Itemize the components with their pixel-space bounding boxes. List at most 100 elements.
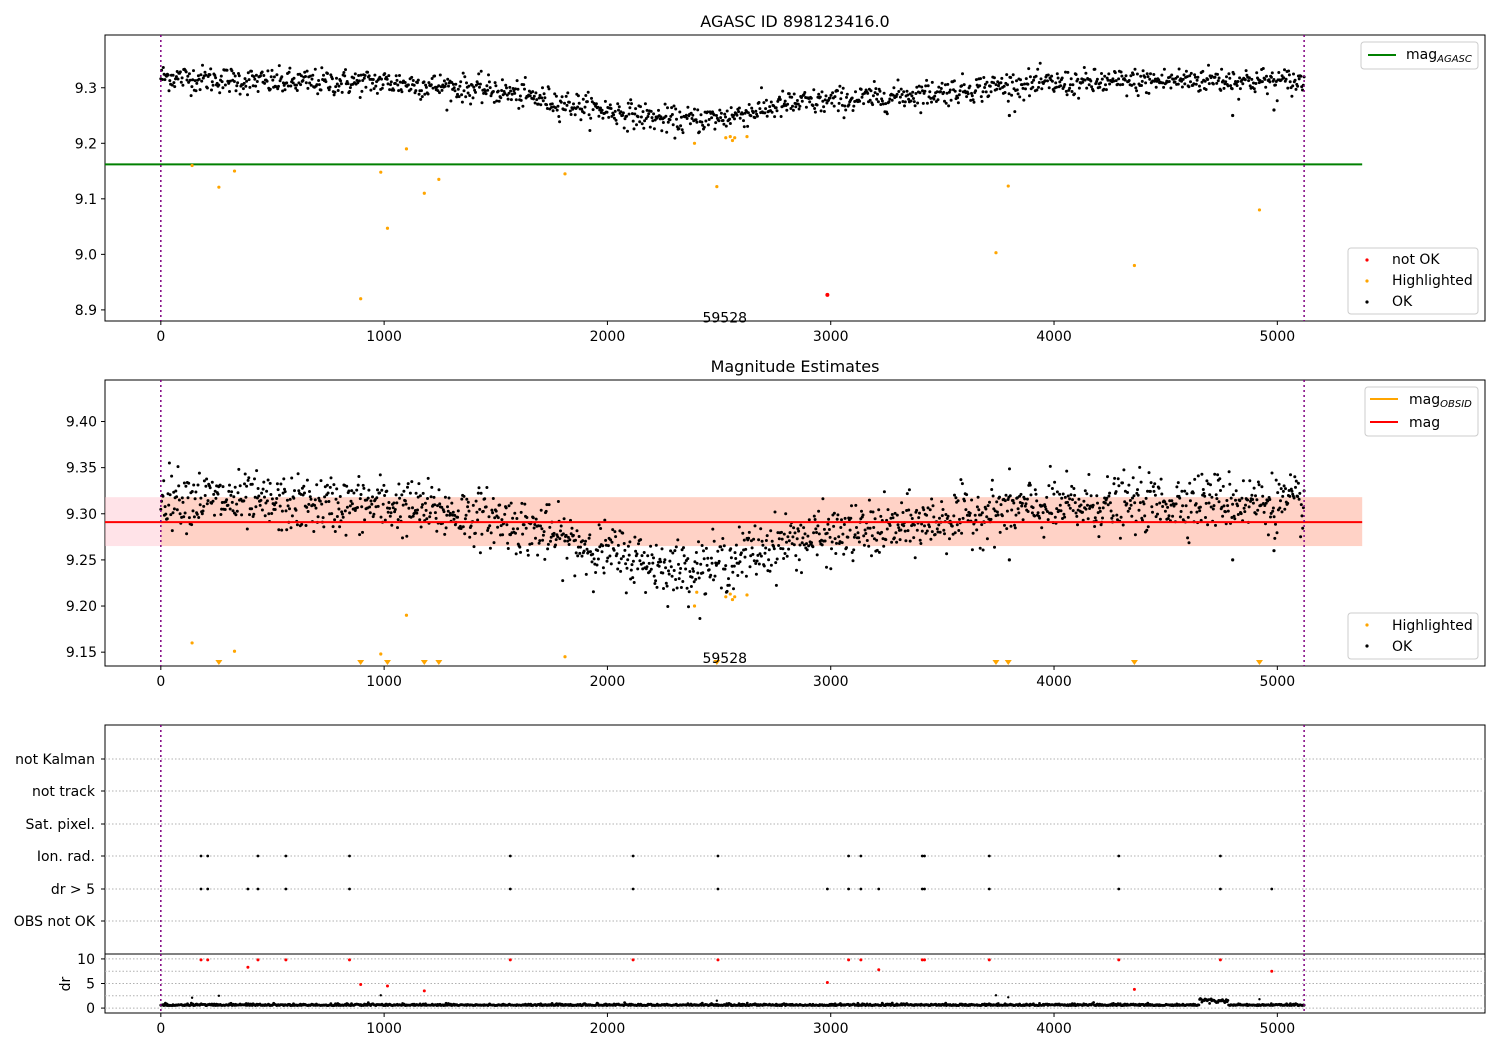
ok-point [202, 479, 206, 483]
ok-point [295, 523, 299, 527]
ok-point [244, 495, 248, 499]
ok-point [1228, 76, 1232, 80]
flag-point [920, 854, 924, 858]
ok-point [280, 528, 284, 532]
ok-point [393, 81, 397, 85]
ok-point [958, 517, 961, 521]
ok-point [180, 496, 184, 500]
ok-point [846, 535, 850, 539]
ok-point [353, 509, 357, 512]
ok-point [324, 80, 328, 84]
ok-point [907, 508, 911, 512]
ok-point [247, 78, 251, 82]
ok-point [688, 570, 692, 573]
ok-point [176, 465, 180, 469]
ok-point [1204, 88, 1208, 91]
ok-point [669, 549, 673, 553]
ok-point [1167, 80, 1171, 83]
ok-point [228, 507, 232, 511]
ok-point [313, 503, 317, 507]
ok-point [584, 572, 588, 576]
ok-point [694, 118, 698, 122]
ok-point [433, 74, 437, 78]
ok-point [1005, 73, 1009, 77]
ok-point [888, 524, 892, 527]
ok-point [317, 496, 321, 500]
ok-point [773, 115, 777, 119]
ok-point [498, 503, 502, 507]
ok-point [368, 505, 372, 509]
ok-point [782, 557, 786, 560]
ok-point [451, 510, 455, 514]
ok-point [1056, 76, 1060, 80]
ok-point [873, 91, 877, 95]
ok-point [1116, 477, 1120, 481]
ok-point [358, 96, 362, 99]
ok-point [270, 497, 274, 501]
ok-point [916, 101, 920, 105]
dr-point [379, 994, 382, 997]
ok-point [1274, 478, 1278, 482]
ok-point [540, 527, 544, 531]
ok-point [236, 81, 240, 85]
y-tick-label: 9.40 [66, 415, 97, 431]
ok-point [1126, 509, 1130, 513]
ok-point [719, 586, 723, 590]
x-tick-label: 3000 [813, 1021, 849, 1037]
ok-point [1082, 66, 1086, 69]
ok-point [467, 84, 471, 88]
ok-point [542, 530, 546, 534]
ok-point [496, 89, 500, 93]
ok-point [914, 92, 918, 95]
ok-point [706, 123, 710, 127]
ok-point [1113, 476, 1117, 480]
ok-point [435, 529, 439, 533]
ok-point [871, 510, 875, 514]
ok-point [1125, 502, 1129, 506]
ok-point [276, 87, 280, 91]
ok-point [260, 508, 264, 512]
ok-point [309, 497, 313, 501]
ok-point [1220, 67, 1224, 71]
ok-point [685, 117, 689, 120]
ok-point [960, 482, 964, 486]
ok-point [526, 549, 530, 552]
ok-point [177, 484, 181, 488]
ok-point [587, 113, 591, 117]
ok-point [478, 82, 482, 86]
ok-point [813, 518, 817, 521]
ok-point [936, 530, 940, 534]
ok-point [271, 78, 275, 82]
ok-point [1195, 78, 1199, 82]
ok-point [658, 557, 662, 561]
ok-point [626, 544, 630, 548]
ok-point [792, 543, 796, 547]
ok-point [257, 494, 261, 498]
ok-point [401, 503, 405, 507]
ok-point [505, 86, 508, 90]
ok-point [779, 115, 783, 118]
ok-point [295, 83, 298, 87]
ok-point [627, 112, 631, 116]
highlighted-point [745, 593, 749, 597]
ok-point [723, 112, 727, 116]
ok-point [710, 561, 714, 565]
ok-point [1066, 494, 1070, 498]
ok-point [579, 545, 582, 549]
ok-point [1013, 523, 1016, 527]
ok-point [476, 518, 480, 522]
ok-point [554, 543, 557, 547]
ok-point [589, 116, 593, 120]
ok-point [369, 499, 373, 503]
ok-point [185, 532, 189, 536]
ok-point [424, 85, 428, 89]
ok-point [1011, 73, 1015, 77]
ok-point [1193, 477, 1197, 481]
ok-point [514, 87, 517, 91]
ok-point [1252, 486, 1256, 490]
ok-point [950, 524, 954, 528]
ok-point [519, 510, 523, 514]
ok-point [406, 83, 410, 87]
ok-point [566, 91, 570, 95]
ok-point [664, 581, 668, 585]
